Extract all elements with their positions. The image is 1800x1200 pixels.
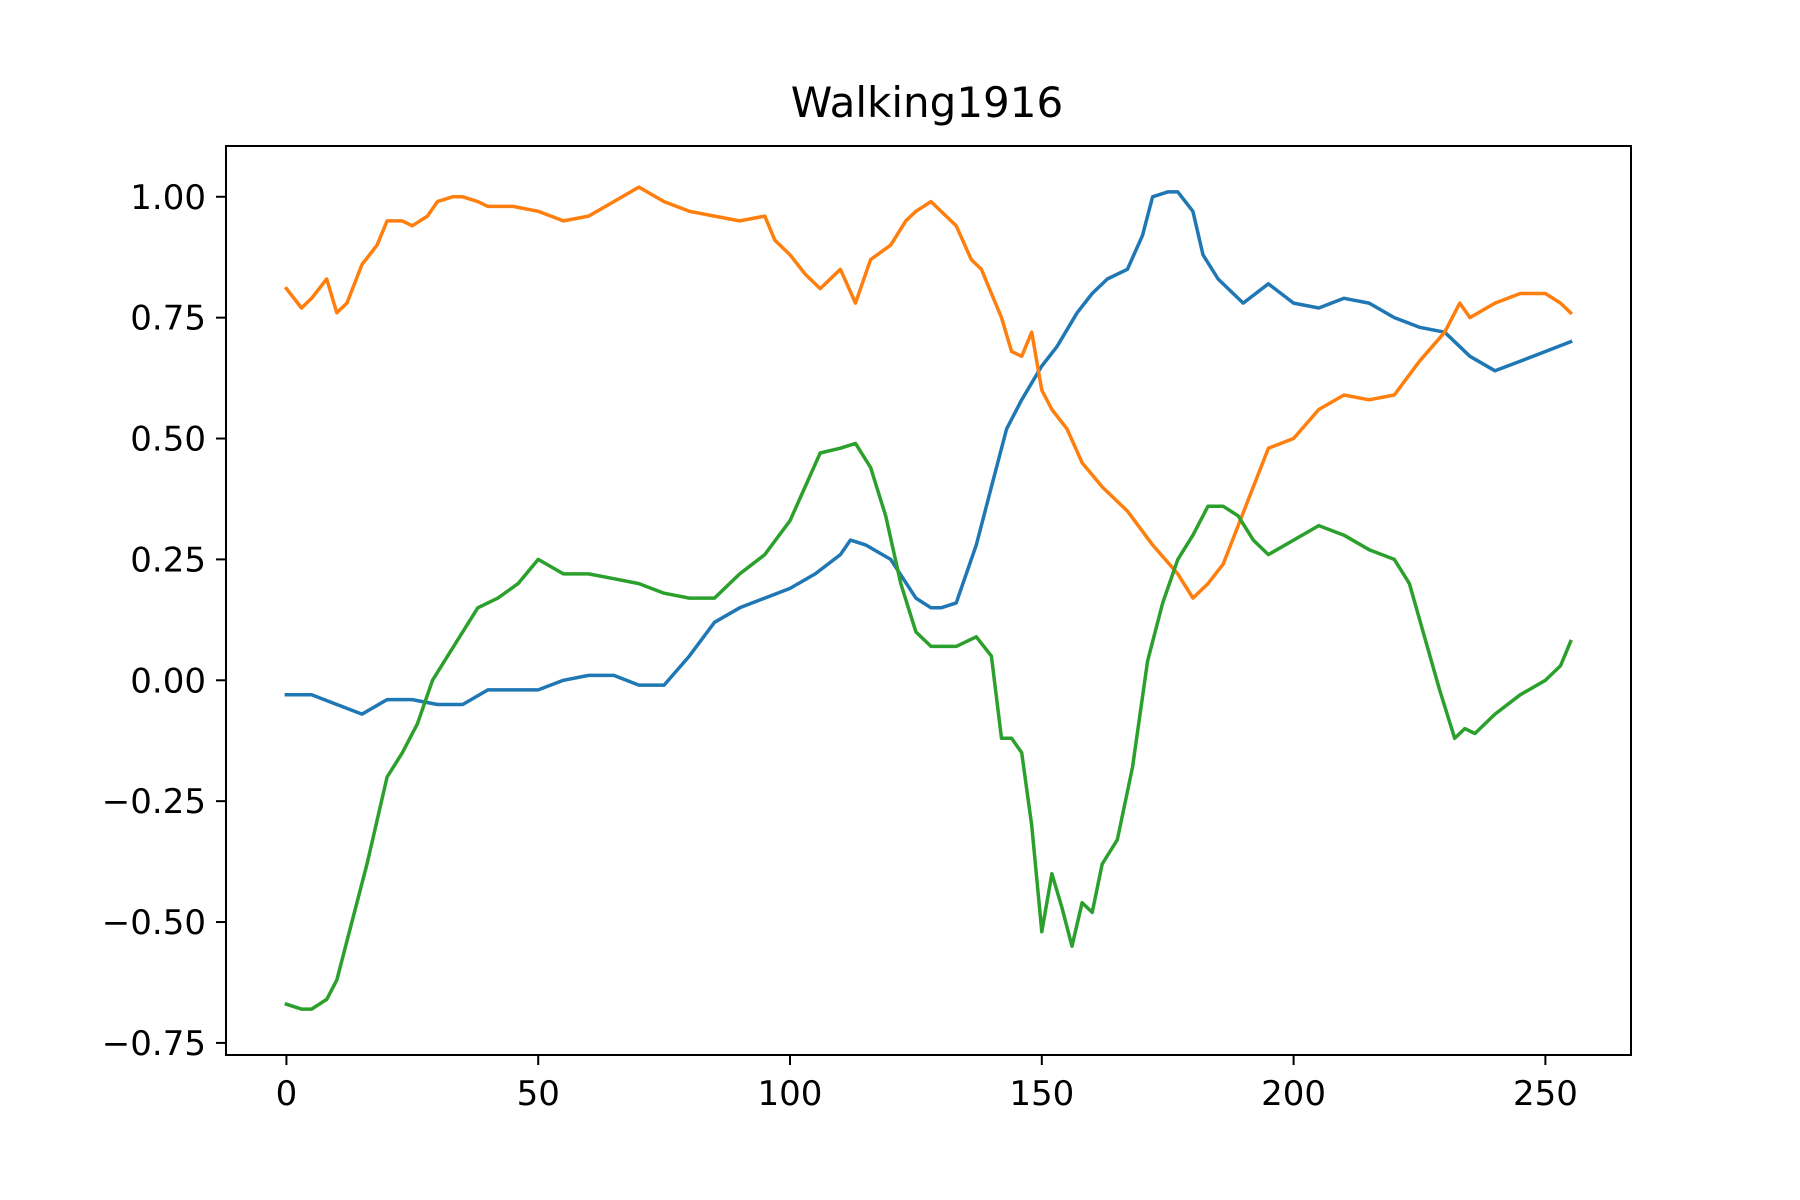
series-layer [283, 185, 1574, 1011]
x-tick-label: 200 [1261, 1074, 1326, 1114]
y-tick-label: 0.00 [130, 661, 206, 701]
x-tick-label: 250 [1513, 1074, 1578, 1114]
y-tick-label: 0.75 [130, 299, 206, 339]
y-tick-label: −0.25 [102, 782, 206, 822]
y-tick-label: 0.50 [130, 420, 206, 460]
x-tick-label: 150 [1009, 1074, 1074, 1114]
chart-title: Walking1916 [791, 78, 1063, 127]
y-axis: −0.75 −0.50 −0.25 0.00 0.25 0.50 0.75 1.00 [102, 178, 226, 1064]
series-line-2 [283, 185, 1574, 600]
y-tick-label: −0.50 [102, 903, 206, 943]
x-tick-label: 0 [276, 1074, 298, 1114]
x-tick-label: 50 [517, 1074, 560, 1114]
x-tick-label: 100 [758, 1074, 823, 1114]
series-line-1 [284, 190, 1573, 716]
series-line-3 [284, 441, 1573, 1011]
y-tick-label: −0.75 [102, 1024, 206, 1064]
y-tick-label: 1.00 [130, 178, 206, 218]
y-tick-label: 0.25 [130, 540, 206, 580]
plot-area-frame [225, 145, 1632, 1056]
x-axis: 0 50 100 150 200 250 [276, 1055, 1578, 1114]
